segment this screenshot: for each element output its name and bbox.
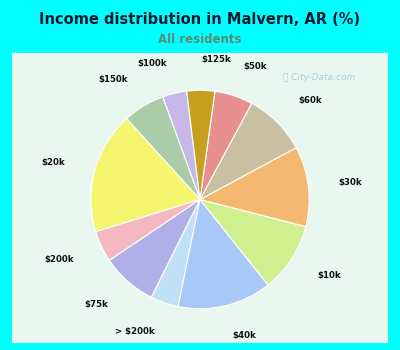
Wedge shape [200, 91, 252, 200]
Text: Income distribution in Malvern, AR (%): Income distribution in Malvern, AR (%) [40, 12, 360, 27]
Text: $150k: $150k [98, 75, 128, 84]
Text: $75k: $75k [84, 300, 108, 309]
Bar [12, 183, 388, 198]
Text: $60k: $60k [299, 96, 322, 105]
Wedge shape [109, 199, 200, 297]
Bar [12, 82, 388, 96]
Text: All residents: All residents [158, 33, 242, 46]
Bar [12, 300, 388, 314]
Text: $50k: $50k [243, 62, 267, 71]
Text: $30k: $30k [339, 178, 362, 187]
Text: $200k: $200k [44, 255, 74, 264]
Bar [12, 67, 388, 82]
Wedge shape [152, 199, 200, 307]
Bar [12, 271, 388, 285]
Bar [12, 140, 388, 154]
FancyBboxPatch shape [4, 47, 396, 349]
Bar [12, 256, 388, 270]
Bar [12, 198, 388, 212]
Bar [12, 241, 388, 256]
Text: $20k: $20k [42, 158, 65, 167]
Bar [12, 328, 388, 343]
Wedge shape [200, 103, 296, 200]
Bar [12, 212, 388, 227]
Text: $100k: $100k [138, 59, 167, 68]
Wedge shape [96, 199, 200, 260]
Text: $40k: $40k [233, 331, 256, 340]
Bar [12, 314, 388, 328]
Wedge shape [200, 148, 309, 226]
Wedge shape [200, 199, 306, 285]
Bar [12, 96, 388, 111]
Bar [12, 154, 388, 169]
Text: $125k: $125k [201, 55, 231, 64]
Text: $10k: $10k [317, 271, 341, 280]
Bar [12, 125, 388, 140]
Bar [12, 227, 388, 242]
Wedge shape [178, 199, 268, 309]
Text: > $200k: > $200k [115, 327, 154, 336]
Bar [12, 285, 388, 299]
Wedge shape [126, 97, 200, 199]
Bar [12, 169, 388, 183]
Bar [12, 111, 388, 125]
Bar [12, 52, 388, 67]
Wedge shape [163, 91, 200, 200]
Wedge shape [91, 119, 200, 232]
Text: ⓘ City-Data.com: ⓘ City-Data.com [283, 73, 355, 82]
Wedge shape [187, 90, 215, 199]
